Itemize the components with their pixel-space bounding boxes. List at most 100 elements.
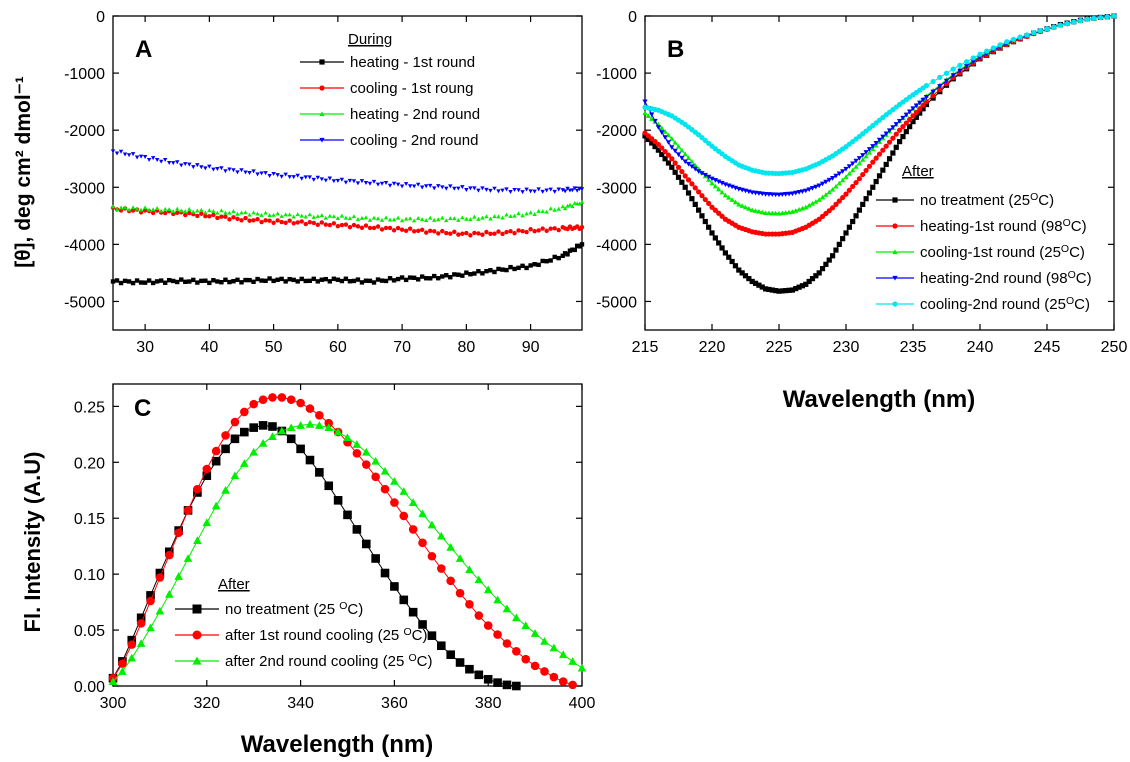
data-point [171, 161, 176, 166]
data-point [146, 278, 152, 283]
data-point [702, 172, 708, 178]
data-point [665, 152, 672, 158]
data-point [127, 635, 137, 645]
data-point [850, 218, 856, 225]
data-point [331, 221, 337, 226]
data-point [480, 271, 485, 276]
data-point [183, 212, 188, 218]
data-point [327, 176, 333, 181]
y-tick-label: 0.20 [74, 455, 105, 472]
y-tick-label: -5000 [596, 294, 637, 311]
data-point [235, 277, 240, 283]
data-point [652, 118, 658, 124]
data-point [122, 152, 128, 157]
data-point [917, 110, 923, 116]
data-point [333, 496, 343, 505]
data-point [552, 189, 557, 194]
data-point [352, 525, 362, 534]
x-tick-label: 230 [833, 339, 860, 356]
data-point [530, 661, 540, 671]
data-point [167, 160, 172, 165]
data-point [520, 263, 525, 269]
data-point [187, 279, 192, 284]
x-tick-label: 300 [100, 695, 127, 712]
data-point [408, 607, 418, 617]
data-point [283, 212, 288, 217]
data-point [843, 191, 849, 197]
data-point [390, 582, 399, 591]
data-point [271, 220, 276, 226]
data-point [1031, 29, 1037, 36]
data-point [776, 288, 782, 294]
data-point [749, 278, 755, 285]
data-point [863, 150, 869, 155]
data-point [359, 179, 365, 184]
data-point [870, 159, 876, 165]
data-point [432, 186, 437, 191]
data-point [319, 213, 325, 218]
data-point [913, 109, 919, 115]
data-point [239, 280, 244, 285]
data-point [900, 134, 906, 140]
data-point [464, 230, 469, 236]
data-point [203, 278, 208, 283]
data-point [249, 447, 258, 456]
data-point [472, 186, 477, 191]
data-point [455, 554, 465, 562]
data-point [163, 157, 168, 162]
data-point [773, 192, 779, 198]
data-point [669, 164, 675, 170]
data-point [452, 272, 457, 277]
data-point [846, 170, 852, 176]
data-point [796, 190, 802, 195]
data-point [860, 171, 866, 178]
data-point [957, 68, 963, 74]
data-point [259, 219, 264, 225]
data-point [387, 225, 393, 231]
data-point [565, 203, 570, 208]
data-point [826, 257, 832, 263]
data-point [659, 151, 665, 158]
data-point [347, 279, 353, 284]
data-point [558, 677, 568, 686]
data-point [504, 212, 509, 217]
data-point [415, 228, 421, 234]
data-point [339, 222, 345, 228]
data-point [568, 657, 577, 665]
x-tick-label: 225 [766, 339, 793, 356]
data-point [387, 276, 393, 281]
data-point [240, 407, 249, 417]
data-point [763, 286, 769, 292]
data-point [722, 192, 728, 198]
data-point [211, 501, 221, 510]
data-point [840, 236, 846, 242]
data-point [679, 147, 685, 153]
data-point [883, 131, 889, 137]
data-point [897, 127, 903, 133]
data-point [275, 211, 280, 216]
data-point [970, 59, 976, 65]
data-point [964, 59, 970, 65]
data-point [726, 254, 732, 260]
data-point [699, 193, 705, 199]
data-point [544, 188, 549, 193]
legend-entry: heating - 2nd round [350, 106, 480, 123]
data-point [816, 270, 822, 276]
series-3 [110, 199, 585, 223]
data-point [215, 167, 220, 171]
data-point [552, 226, 557, 231]
data-point [271, 278, 276, 284]
data-point [712, 207, 718, 213]
data-point [279, 276, 284, 282]
data-point [351, 222, 357, 228]
x-tick-label: 60 [329, 339, 347, 356]
data-point [134, 206, 140, 211]
data-point [315, 421, 324, 429]
data-point [716, 186, 722, 192]
data-point [268, 393, 277, 402]
series-2 [110, 205, 585, 238]
data-point [907, 109, 913, 115]
data-point [1024, 32, 1030, 38]
data-point [853, 164, 859, 169]
data-point [488, 268, 493, 273]
